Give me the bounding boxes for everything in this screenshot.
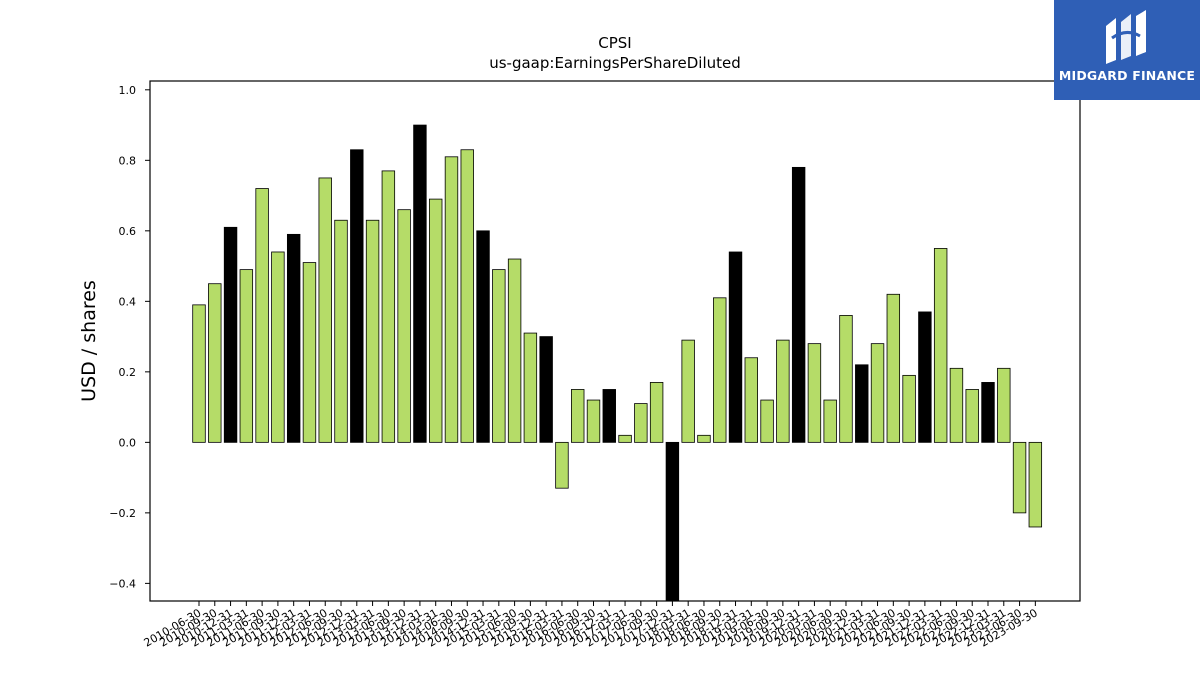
bar [192, 304, 206, 443]
plot-frame [149, 80, 1081, 602]
y-axis-ticks: −0.4 −0.2 0.0 0.2 0.4 0.6 0.8 1.0 [109, 84, 150, 590]
brand-mark-icon [1106, 10, 1146, 64]
bar [902, 374, 916, 443]
bar [571, 389, 585, 443]
bar [286, 233, 301, 443]
bars-layer [192, 124, 1043, 602]
bar [839, 315, 853, 443]
y-tick-label: 0.2 [119, 366, 137, 379]
bar [208, 283, 222, 443]
bar [823, 399, 837, 443]
bar [413, 124, 427, 443]
y-tick-label: 0.4 [119, 295, 137, 308]
bar [539, 336, 553, 443]
bar [350, 149, 364, 443]
bar [602, 389, 616, 443]
brand-name: MIDGARD FINANCE [1058, 68, 1196, 83]
bar [713, 297, 727, 443]
x-axis-ticks: 2010-06-302010-09-302010-12-312011-03-31… [142, 601, 1040, 650]
bar [302, 262, 317, 443]
bar [476, 230, 490, 443]
bar [681, 339, 695, 443]
bar [1012, 441, 1027, 514]
bar [933, 248, 948, 443]
bar [997, 367, 1011, 443]
bar [239, 269, 254, 443]
bar [965, 389, 979, 443]
bar [981, 382, 995, 443]
bar [255, 188, 269, 443]
bar [555, 441, 569, 489]
bar [381, 170, 396, 443]
bar [428, 198, 443, 443]
brand-logo: MIDGARD FINANCE [1054, 0, 1200, 100]
bar [334, 219, 348, 443]
bar [365, 219, 380, 443]
bar [728, 251, 743, 443]
bar [523, 332, 538, 443]
bar [791, 166, 806, 443]
chart-subtitle: us-gaap:EarningsPerShareDiluted [489, 54, 741, 72]
bar [744, 357, 759, 443]
bar [444, 156, 459, 443]
bar [760, 399, 774, 443]
bar [665, 441, 680, 602]
bar [397, 209, 411, 443]
bar [507, 258, 522, 443]
bar [1028, 441, 1043, 528]
bar [697, 434, 711, 443]
bar [634, 403, 648, 443]
bar [807, 343, 822, 443]
bar [776, 339, 790, 443]
bar [949, 367, 964, 443]
bar [886, 293, 901, 443]
bar [271, 251, 285, 443]
bar [870, 343, 885, 443]
bar [223, 226, 238, 443]
bar [618, 434, 632, 443]
bar [918, 311, 932, 443]
bar [460, 149, 474, 443]
bar [586, 399, 601, 443]
bar [855, 364, 869, 443]
y-tick-label: 1.0 [119, 84, 137, 97]
y-tick-label: 0.8 [119, 154, 137, 167]
y-tick-label: 0.6 [119, 225, 137, 238]
bar [492, 269, 506, 443]
y-tick-label: 0.0 [119, 436, 137, 449]
bar [318, 177, 332, 443]
y-tick-label: −0.4 [109, 577, 136, 590]
bar [649, 382, 664, 443]
y-tick-label: −0.2 [109, 507, 136, 520]
chart-title: CPSI [598, 34, 631, 52]
y-axis-label: USD / shares [78, 280, 100, 402]
